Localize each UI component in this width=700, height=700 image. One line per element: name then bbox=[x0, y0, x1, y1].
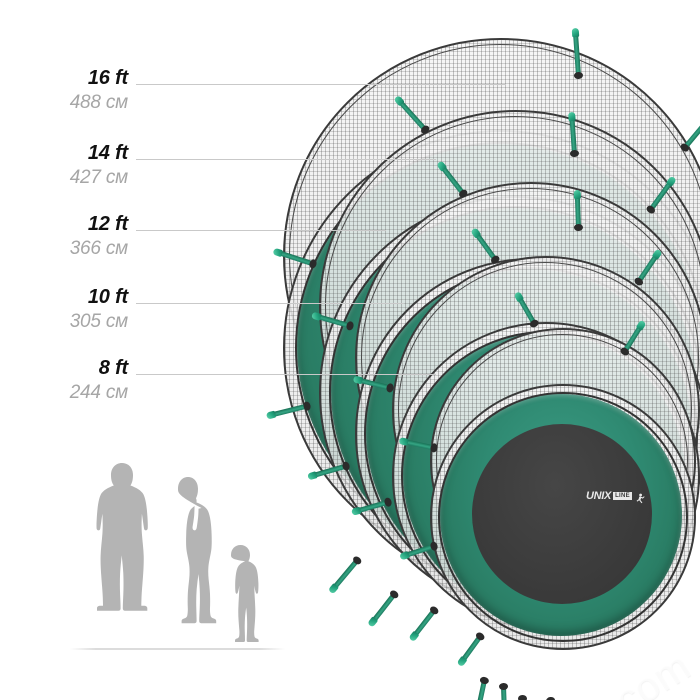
size-label-14ft-feet: 14 ft bbox=[87, 142, 128, 164]
trampoline-frame-8ft bbox=[438, 392, 688, 642]
size-label-12ft-cm: 366 см bbox=[69, 238, 129, 259]
child-silhouette bbox=[231, 545, 259, 642]
leader-line-16ft bbox=[136, 84, 506, 85]
trampoline-jump-mat-8ft bbox=[472, 424, 652, 604]
size-label-10ft-cm: 305 см bbox=[69, 311, 129, 332]
net-pole bbox=[682, 117, 700, 150]
size-label-10ft-feet: 10 ft bbox=[87, 286, 128, 308]
adult-man-silhouette bbox=[96, 463, 148, 611]
net-pole bbox=[332, 558, 360, 590]
size-label-14ft: 14 ft 427 см bbox=[0, 142, 129, 188]
adult-woman-silhouette bbox=[178, 477, 217, 624]
ground-line bbox=[70, 648, 285, 650]
size-label-16ft-feet: 16 ft bbox=[87, 67, 128, 89]
size-label-8ft-cm: 244 см bbox=[69, 382, 129, 403]
size-label-12ft: 12 ft 366 см bbox=[0, 213, 129, 259]
size-label-12ft-feet: 12 ft bbox=[87, 213, 128, 235]
size-label-10ft: 10 ft 305 см bbox=[0, 286, 129, 332]
scale-reference-silhouettes bbox=[78, 458, 278, 648]
leader-line-14ft bbox=[136, 159, 436, 160]
net-pole bbox=[460, 634, 483, 662]
size-label-8ft: 8 ft 244 см bbox=[0, 357, 129, 403]
leader-line-8ft bbox=[136, 374, 436, 375]
size-label-16ft: 16 ft 488 см bbox=[0, 67, 129, 113]
net-pole bbox=[476, 679, 487, 700]
size-label-14ft-cm: 427 см bbox=[69, 167, 129, 188]
leader-line-12ft bbox=[136, 230, 386, 231]
leader-line-10ft bbox=[136, 303, 404, 304]
size-label-8ft-feet: 8 ft bbox=[98, 357, 128, 379]
net-pole bbox=[371, 592, 397, 623]
size-label-16ft-cm: 488 см bbox=[69, 92, 129, 113]
net-pole bbox=[412, 608, 437, 637]
net-pole bbox=[574, 195, 581, 229]
net-pole bbox=[501, 685, 508, 700]
